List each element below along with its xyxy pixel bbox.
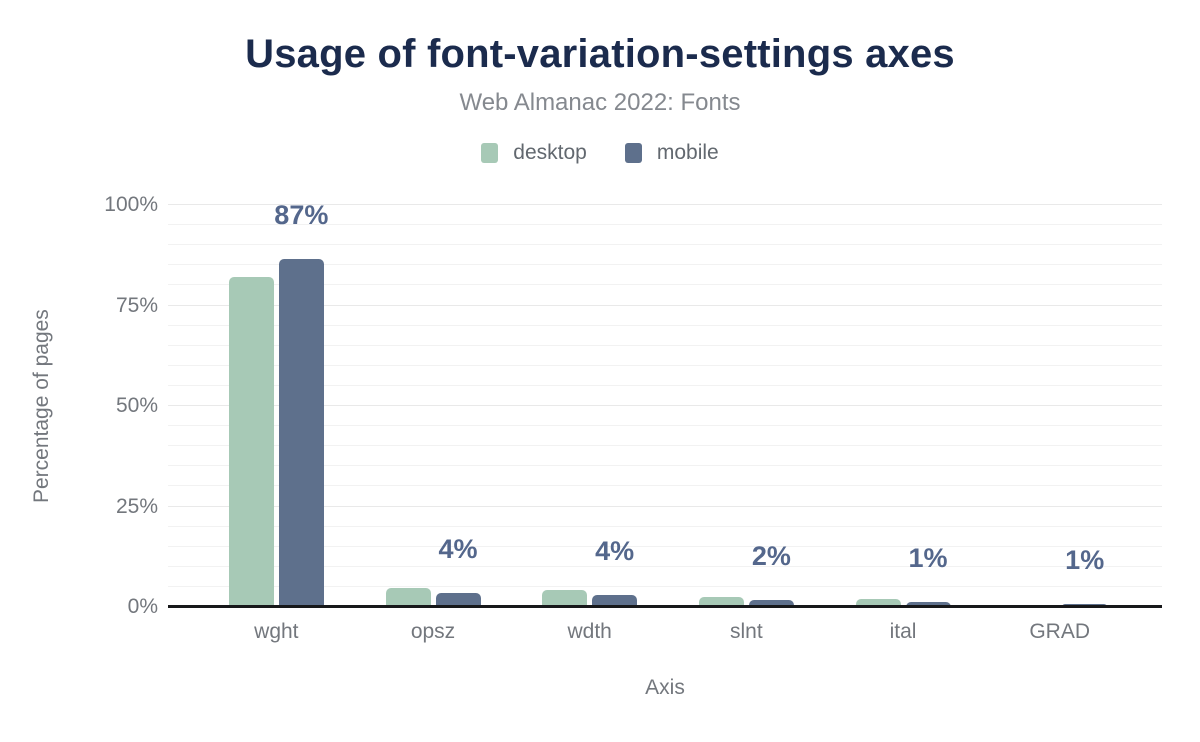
gridline <box>168 344 1162 346</box>
desktop-swatch-icon <box>481 143 499 163</box>
gridline <box>168 425 1162 427</box>
x-tick-label-GRAD: GRAD <box>1029 620 1091 643</box>
legend: desktop mobile <box>0 141 1200 165</box>
data-label-ital: 1% <box>908 543 948 574</box>
bar-group-wght: 87% wght <box>198 200 355 643</box>
gridline <box>168 244 1162 246</box>
chart-title: Usage of font-variation-settings axes <box>245 32 955 76</box>
y-tick-label: 0% <box>127 595 158 618</box>
x-tick-label-opsz: opsz <box>410 620 456 643</box>
x-tick-label-wdth: wdth <box>567 620 612 643</box>
bar-mobile-ital[interactable] <box>905 602 951 607</box>
legend-item-desktop[interactable]: desktop <box>481 141 587 165</box>
bar-mobile-opsz[interactable] <box>435 593 481 607</box>
data-label-wdth: 4% <box>595 535 635 566</box>
bar-group-opsz: 4% opsz <box>355 205 512 643</box>
bar-groups-container: 87% wght 4% opsz 4% wdth 2% slnt 1% ital 1% GRAD <box>198 200 1138 643</box>
bar-desktop-wght[interactable] <box>228 277 274 607</box>
gridline <box>168 384 1162 386</box>
bar-mobile-slnt[interactable] <box>748 600 794 607</box>
bar-group-slnt: 2% slnt <box>668 205 825 643</box>
y-axis-tick-labels: 0% 25% 50% 75% 100% <box>0 193 158 618</box>
bar-group-wdth: 4% wdth <box>511 205 668 643</box>
gridline <box>168 224 1162 226</box>
bar-desktop-ital[interactable] <box>855 599 901 607</box>
legend-label-desktop: desktop <box>513 141 587 164</box>
x-tick-label-ital: ital <box>889 620 917 643</box>
gridline <box>168 465 1162 467</box>
gridline <box>168 545 1162 547</box>
bar-mobile-wght[interactable] <box>278 259 324 607</box>
gridline <box>168 364 1162 366</box>
legend-item-mobile[interactable]: mobile <box>624 141 719 165</box>
x-tick-label-wght: wght <box>254 620 299 643</box>
gridline <box>168 264 1162 266</box>
gridline <box>168 585 1162 587</box>
bar-desktop-opsz[interactable] <box>385 588 431 607</box>
x-axis-line <box>168 605 1162 608</box>
gridline <box>168 324 1162 326</box>
chart-subtitle: Web Almanac 2022: Fonts <box>459 89 741 116</box>
gridline <box>168 405 1162 406</box>
x-axis-title: Axis <box>645 676 685 699</box>
y-tick-label: 50% <box>115 394 158 417</box>
gridline <box>168 525 1162 527</box>
y-tick-label: 100% <box>104 193 158 216</box>
gridline <box>168 485 1162 487</box>
gridline <box>168 505 1162 507</box>
y-tick-label: 25% <box>115 494 158 518</box>
gridline <box>168 204 1162 205</box>
bar-desktop-wdth[interactable] <box>542 590 588 607</box>
bar-group-GRAD: 1% GRAD <box>981 205 1138 643</box>
plot-area: 87% wght 4% opsz 4% wdth 2% slnt 1% ital 1% GRAD <box>168 200 1162 643</box>
x-tick-label-slnt: slnt <box>730 620 763 643</box>
gridline <box>168 565 1162 567</box>
gridline <box>168 284 1162 286</box>
gridline <box>168 304 1162 306</box>
bar-group-ital: 1% ital <box>825 205 982 643</box>
bar-desktop-slnt[interactable] <box>698 597 744 607</box>
data-label-GRAD: 1% <box>1065 544 1105 575</box>
gridline <box>168 445 1162 447</box>
y-tick-label: 75% <box>115 293 158 317</box>
data-label-wght: 87% <box>274 200 329 231</box>
bar-mobile-wdth[interactable] <box>592 595 638 607</box>
data-label-opsz: 4% <box>438 533 478 564</box>
mobile-swatch-icon <box>624 143 642 163</box>
data-label-slnt: 2% <box>751 540 791 571</box>
legend-label-mobile: mobile <box>656 141 719 164</box>
